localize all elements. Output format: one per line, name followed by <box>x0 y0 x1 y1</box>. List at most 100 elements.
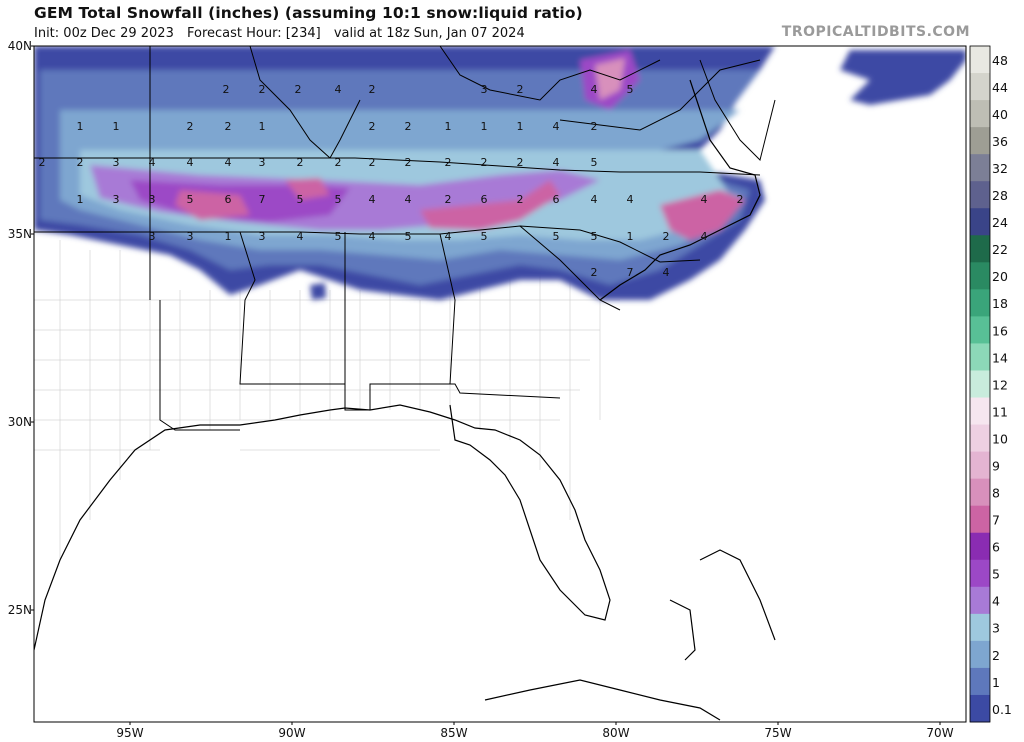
snowfall-contour-label: 2 <box>225 120 232 133</box>
colorbar-label: 0.1 <box>992 702 1012 717</box>
snowfall-contour-label: 1 <box>627 230 634 243</box>
snowfall-contour-label: 2 <box>223 83 230 96</box>
colorbar-label: 3 <box>992 621 1000 636</box>
colorbar-swatch <box>970 667 990 696</box>
lat-label: 40N <box>8 39 32 53</box>
snowfall-contour-label: 4 <box>297 230 304 243</box>
snowfall-contour-label: 5 <box>297 193 304 206</box>
lat-label: 35N <box>8 227 32 241</box>
snowfall-labels: 2 2 2 4 2 3 2 4 5 1 1 2 2 1 2 2 1 1 1 4 2 2 2 3 4 4 4 3 2 2 2 2 2 2 2 4 5 1 3 3… <box>39 83 744 279</box>
lon-label: 70W <box>926 726 953 740</box>
snowfall-contour-label: 2 <box>369 156 376 169</box>
colorbar-swatch <box>970 235 990 263</box>
snowfall-contour-label: 2 <box>259 83 266 96</box>
colorbar-swatch <box>970 154 990 182</box>
snowfall-contour-label: 3 <box>481 83 488 96</box>
colorbar-swatch <box>970 46 990 74</box>
colorbar-swatch <box>970 478 990 507</box>
colorbar-swatch <box>970 73 990 101</box>
map-title: GEM Total Snowfall (inches) (assuming 10… <box>34 4 583 22</box>
snowfall-contour-label: 4 <box>553 120 560 133</box>
snowfall-contour-label: 6 <box>481 193 488 206</box>
snowfall-contour-label: 6 <box>225 193 232 206</box>
colorbar-swatch <box>970 613 990 642</box>
colorbar-label: 20 <box>992 269 1008 284</box>
snowfall-contour-label: 4 <box>369 193 376 206</box>
snowfall-contour-label: 5 <box>335 230 342 243</box>
county-lines <box>34 240 620 560</box>
init-time: Init: 00z Dec 29 2023 <box>34 26 174 41</box>
snowfall-contour-label: 5 <box>553 230 560 243</box>
snowfall-contour-label: 1 <box>77 193 84 206</box>
snowfall-contour-label: 3 <box>149 193 156 206</box>
snowfall-contour-label: 6 <box>553 193 560 206</box>
colorbar-label: 10 <box>992 431 1008 446</box>
state-borders <box>34 46 776 431</box>
snowfall-contour-label: 2 <box>481 156 488 169</box>
colorbar-swatch <box>970 505 990 534</box>
colorbar-label: 8 <box>992 486 1000 501</box>
snowfall-contour-label: 2 <box>737 193 744 206</box>
colorbar-label: 4 <box>992 594 1000 609</box>
colorbar-label: 36 <box>992 134 1008 149</box>
lat-label: 25N <box>8 603 32 617</box>
snowfall-contour-label: 2 <box>663 230 670 243</box>
snowfall-contour-label: 4 <box>149 156 156 169</box>
snowfall-contour-label: 4 <box>187 156 194 169</box>
colorbar-label: 9 <box>992 458 1000 473</box>
coastline <box>34 79 776 721</box>
colorbar-swatch <box>970 370 990 399</box>
colorbar-swatch <box>970 127 990 155</box>
snowfall-contour-label: 3 <box>259 230 266 243</box>
lon-label: 90W <box>278 726 305 740</box>
snowfall-contour-label: 2 <box>517 193 524 206</box>
snowfall-field <box>34 46 966 300</box>
colorbar-frame <box>969 45 991 723</box>
colorbar-swatch <box>970 316 990 344</box>
snowfall-contour-label: 2 <box>369 83 376 96</box>
snowfall-contour-label: 2 <box>187 120 194 133</box>
colorbar-label: 1 <box>992 675 1000 690</box>
colorbar-swatch <box>970 586 990 615</box>
colorbar-label: 2 <box>992 648 1000 663</box>
snowfall-contour-label: 4 <box>701 193 708 206</box>
snowfall-contour-label: 3 <box>187 230 194 243</box>
snowfall-contour-label: 5 <box>187 193 194 206</box>
snowfall-contour-label: 5 <box>627 83 634 96</box>
lon-label: 75W <box>764 726 791 740</box>
snowfall-contour-label: 4 <box>663 266 670 279</box>
snowfall-contour-label: 2 <box>405 120 412 133</box>
map-frame <box>33 45 967 723</box>
snowfall-contour-label: 5 <box>405 230 412 243</box>
colorbar-swatch <box>970 532 990 561</box>
colorbar-swatch <box>970 343 990 371</box>
snowfall-contour-label: 4 <box>445 230 452 243</box>
colorbar-label: 16 <box>992 323 1008 338</box>
brand-watermark: TROPICALTIDBITS.COM <box>781 24 970 40</box>
snowfall-contour-label: 7 <box>627 266 634 279</box>
snowfall-contour-label: 4 <box>591 83 598 96</box>
colorbar-label: 40 <box>992 107 1008 122</box>
snowfall-contour-label: 2 <box>591 266 598 279</box>
map-subtitle: Init: 00z Dec 29 2023 Forecast Hour: [23… <box>34 26 534 41</box>
latitude-labels: 40N 35N 30N 25N <box>8 39 34 617</box>
colorbar-label: 5 <box>992 567 1000 582</box>
colorbar-label: 28 <box>992 188 1008 203</box>
valid-time: valid at 18z Sun, Jan 07 2024 <box>333 26 525 41</box>
colorbar-label: 32 <box>992 161 1008 176</box>
snowfall-contour-label: 2 <box>297 156 304 169</box>
snowfall-contour-label: 4 <box>627 193 634 206</box>
snowfall-contour-label: 5 <box>481 230 488 243</box>
colorbar-label: 12 <box>992 377 1008 392</box>
snowfall-contour-label: 4 <box>405 193 412 206</box>
snowfall-contour-label: 4 <box>225 156 232 169</box>
colorbar-label: 48 <box>992 53 1008 68</box>
snowfall-contour-label: 1 <box>259 120 266 133</box>
snowfall-contour-label: 4 <box>335 83 342 96</box>
snowfall-contour-label: 1 <box>517 120 524 133</box>
colorbar-swatch <box>970 181 990 209</box>
colorbar-label: 18 <box>992 296 1008 311</box>
snowfall-contour-label: 3 <box>113 156 120 169</box>
snowfall-contour-label: 3 <box>113 193 120 206</box>
